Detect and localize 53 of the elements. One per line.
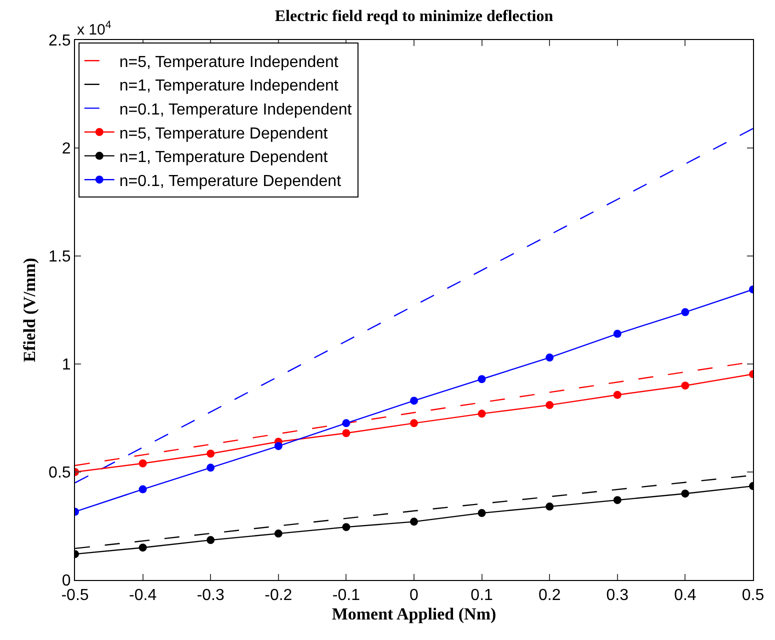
point <box>274 442 282 450</box>
legend-label: n=1, Temperature Independent <box>119 78 339 95</box>
point <box>546 502 554 511</box>
point <box>410 396 418 405</box>
x-tick-label: 0.2 <box>538 587 561 604</box>
legend-label: n=5, Temperature Dependent <box>119 125 328 142</box>
text: x 10$^{4}$ <box>77 19 112 38</box>
x-axis-title: Moment Applied (Nm) <box>332 604 496 624</box>
point <box>681 382 690 390</box>
point <box>138 485 147 494</box>
y-axis-title: Efield (V/mm) <box>20 258 40 362</box>
point <box>478 509 486 518</box>
point <box>342 523 350 532</box>
y-tick-label: 2 <box>62 140 71 158</box>
point <box>342 419 350 428</box>
point <box>613 390 622 399</box>
point <box>138 459 147 468</box>
x-tick-label: 0.5 <box>742 587 764 604</box>
y-tick-label: 0.5 <box>48 464 71 482</box>
x-tick-label: 0 <box>410 587 419 604</box>
x-tick-label: -0.5 <box>61 587 89 604</box>
x-tick-label: -0.4 <box>129 587 157 604</box>
x-tick-label: 0.3 <box>606 587 629 604</box>
legend-label: n=1, Temperature Dependent <box>119 149 328 166</box>
legend-label: n=5, Temperature Independent <box>119 54 339 71</box>
point <box>410 518 418 526</box>
point <box>138 544 147 552</box>
point <box>478 375 486 384</box>
legend-label: n=0.1, Temperature Dependent <box>119 172 342 190</box>
y-tick-label: 0 <box>62 572 71 590</box>
point <box>410 419 418 428</box>
x-tick-label: -0.3 <box>196 587 224 604</box>
point <box>206 464 215 472</box>
point <box>478 410 486 418</box>
chart-title: Electric field reqd to minimize deflection <box>274 8 554 25</box>
y-tick-label: 1.5 <box>48 248 71 266</box>
x-tick-label: -0.1 <box>332 587 360 604</box>
point <box>342 429 350 438</box>
x-tick-label: -0.2 <box>264 587 292 604</box>
y-tick-label: 1 <box>62 356 71 374</box>
point <box>681 490 690 498</box>
y-tick-label: 2.5 <box>48 32 71 50</box>
x-tick-label: 0.1 <box>470 587 494 604</box>
legend-label: n=0.1, Temperature Independent <box>119 101 352 118</box>
point <box>206 536 215 544</box>
x-tick-label: 0.4 <box>674 587 696 604</box>
point <box>546 354 554 362</box>
point <box>681 308 690 316</box>
point <box>206 450 215 458</box>
point <box>546 401 554 410</box>
point <box>613 496 622 504</box>
point <box>613 330 622 338</box>
point <box>274 530 282 538</box>
